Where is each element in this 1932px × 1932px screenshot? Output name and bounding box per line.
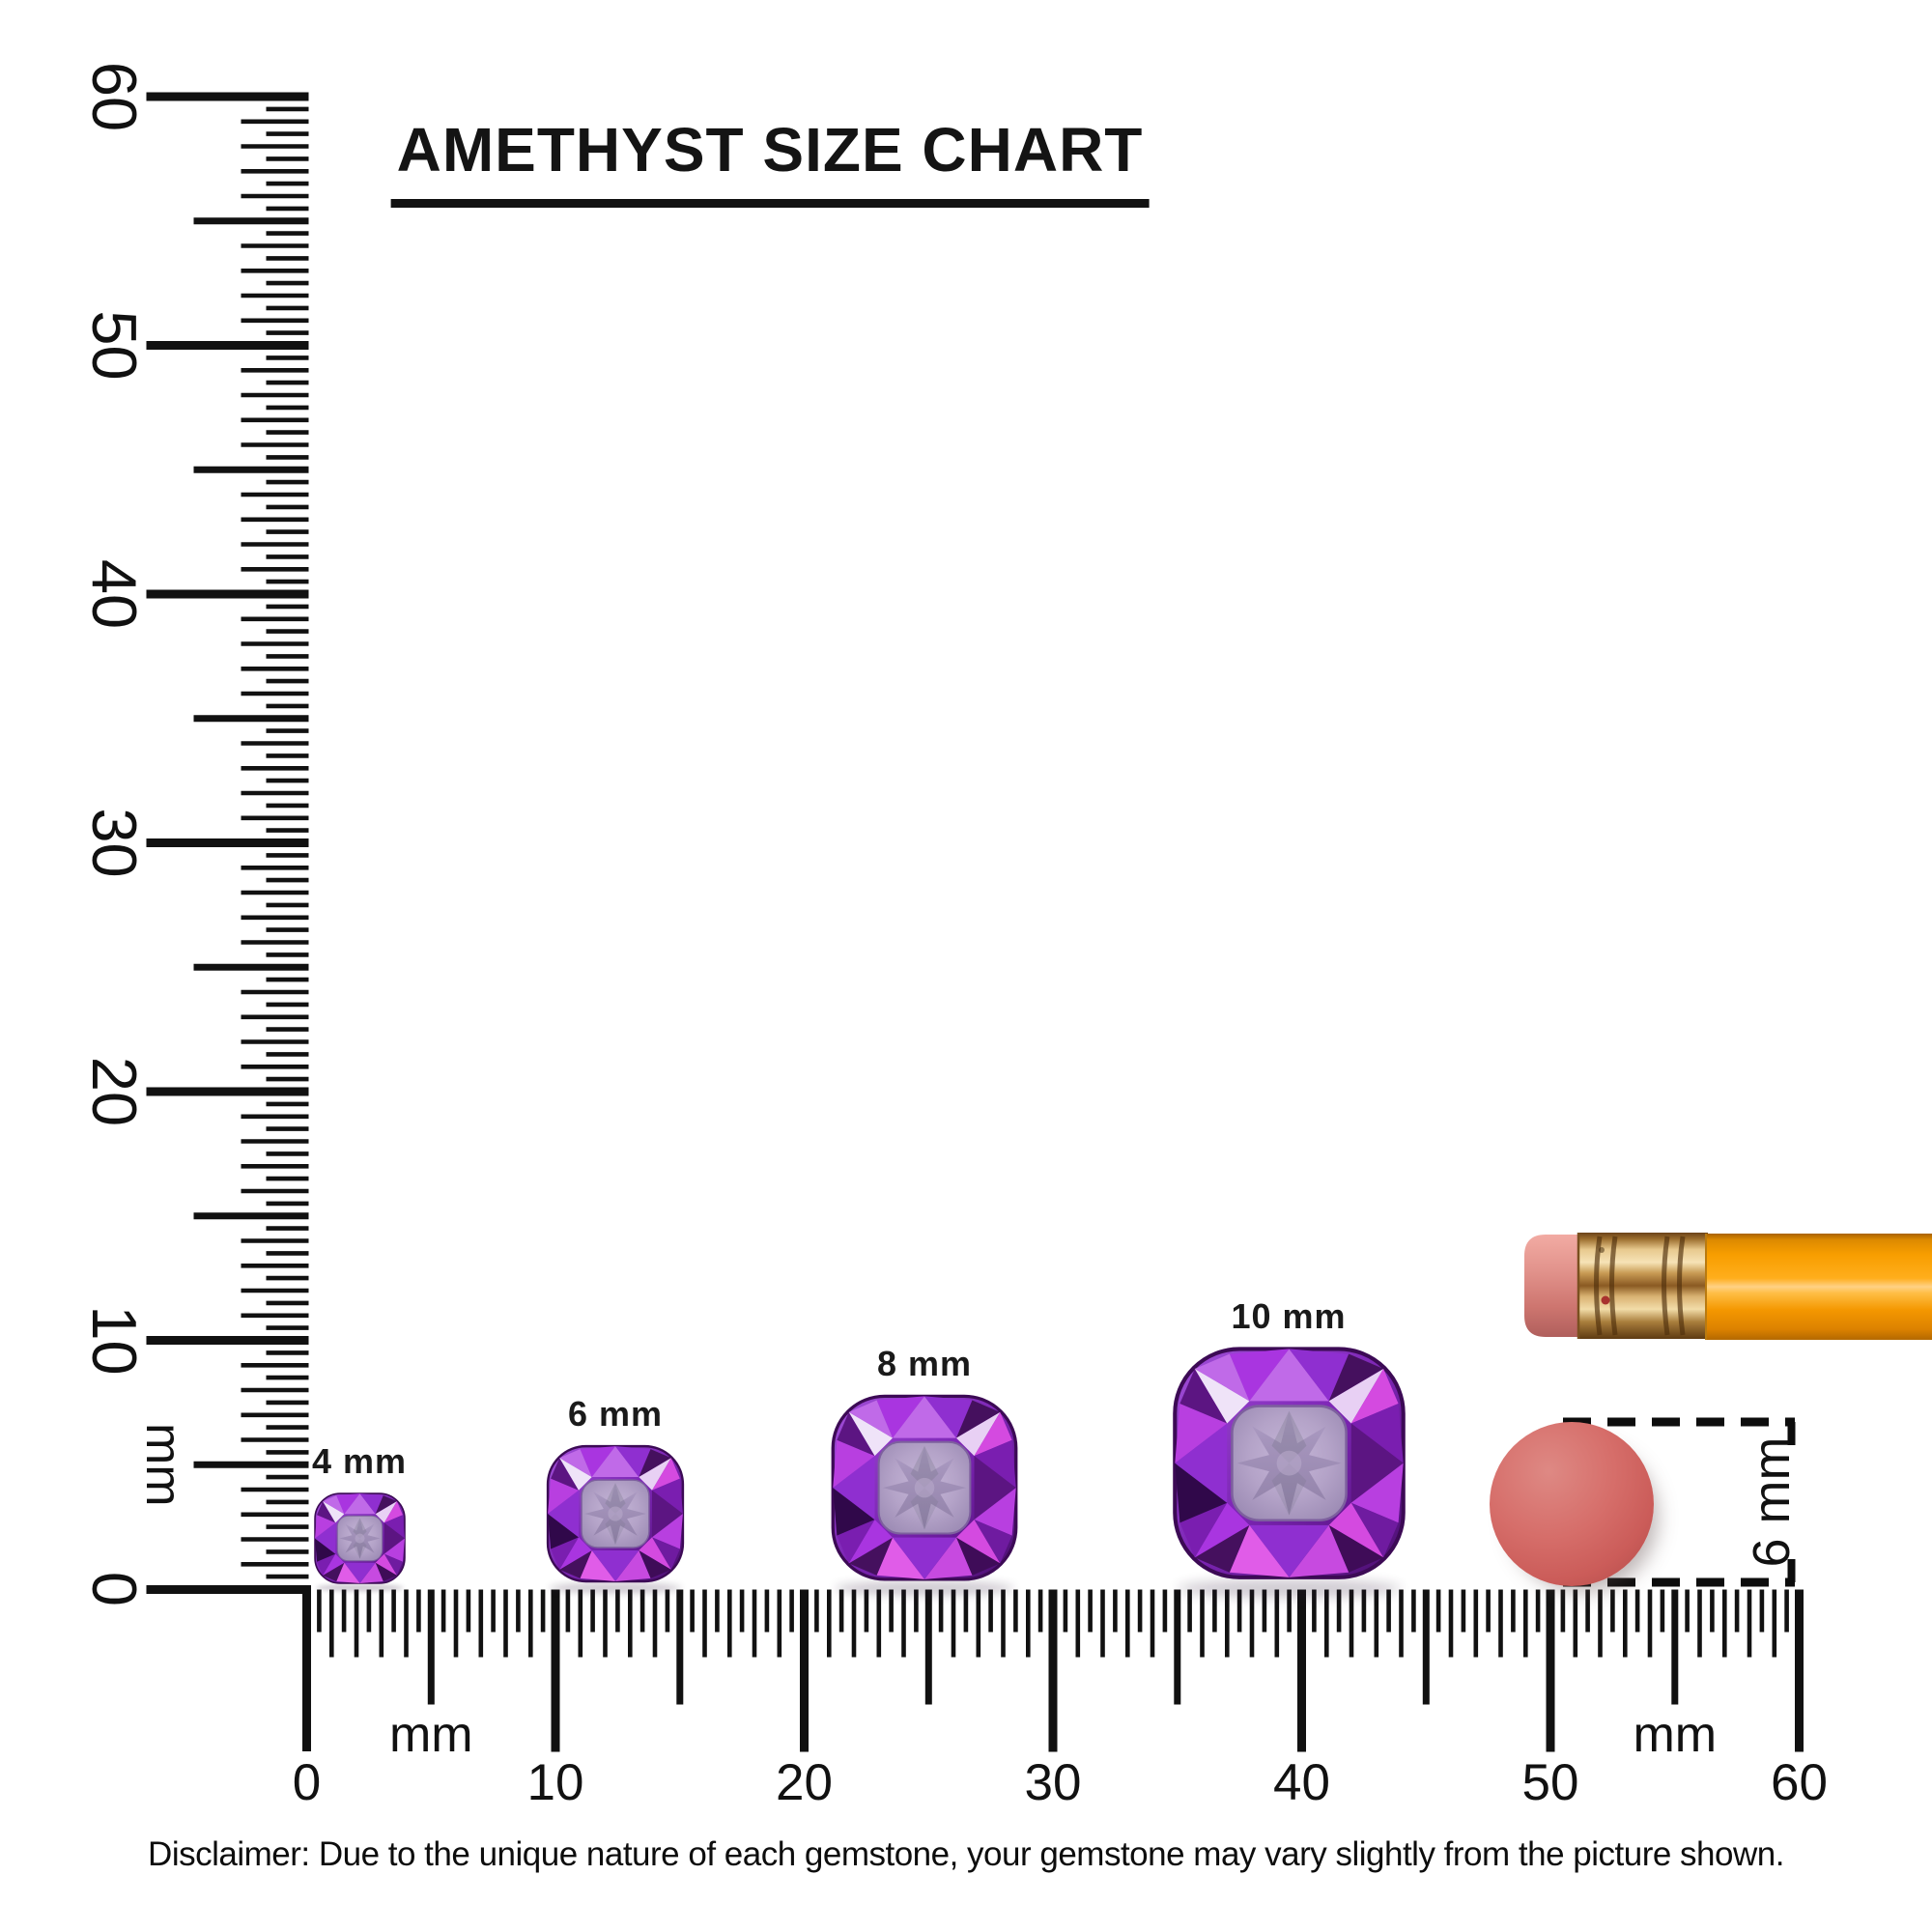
- gem-photo-6mm: [546, 1444, 685, 1594]
- measure-label: 6 mm: [1743, 1437, 1801, 1568]
- pencil-ferrule-crimps: [1594, 1236, 1686, 1336]
- gem-size-label: 4 mm: [311, 1441, 408, 1481]
- ruler-labels: 0 0 10 10 20 20 30 30 40 40 50 50 60 60 mm mm mm: [79, 62, 1828, 1811]
- v-ruler-ticks: [193, 217, 309, 1468]
- v-ruler-label: 30: [79, 808, 150, 877]
- gem-cushion: [546, 1444, 685, 1583]
- gem-shadow: [1177, 1578, 1401, 1599]
- pencil-body: [1706, 1234, 1932, 1340]
- h-ruler-ticks: [551, 1589, 1804, 1752]
- h-ruler-unit-label: mm: [1633, 1707, 1717, 1763]
- h-ruler-label: 0: [293, 1754, 321, 1811]
- ruler-ticks: [146, 92, 1804, 1752]
- gem-photo-8mm: [831, 1394, 1018, 1596]
- gem-shadow: [549, 1582, 682, 1594]
- measure-dashed-lines: [1563, 1417, 1796, 1587]
- h-ruler-label: 10: [527, 1754, 584, 1811]
- ruler-corner: [146, 1585, 311, 1751]
- h-ruler-unit-label: mm: [389, 1707, 473, 1763]
- h-ruler-label: 40: [1273, 1754, 1330, 1811]
- h-ruler-label: 20: [776, 1754, 833, 1811]
- v-ruler-label: 60: [79, 62, 150, 131]
- gem-size-label: 8 mm: [876, 1344, 973, 1384]
- gem-cushion: [831, 1394, 1018, 1581]
- h-ruler-label: 60: [1771, 1754, 1828, 1811]
- round-eraser: [1490, 1422, 1654, 1586]
- pencil-ferrule-dot: [1599, 1247, 1605, 1253]
- h-ruler-ticks: [427, 1589, 1679, 1705]
- pencil-eraser: [1524, 1235, 1580, 1337]
- h-ruler-ticks: [317, 1589, 1789, 1658]
- pencil-image: [1524, 1233, 1932, 1340]
- pencil-ferrule-rivet: [1601, 1295, 1610, 1305]
- v-ruler-label: 0: [79, 1572, 150, 1606]
- gem-size-label: 10 mm: [1231, 1296, 1347, 1337]
- gem-shadow: [835, 1580, 1014, 1596]
- disclaimer-text: Disclaimer: Due to the unique nature of …: [148, 1835, 1784, 1873]
- v-ruler-unit-label: mm: [135, 1423, 191, 1507]
- v-ruler-ticks: [146, 92, 309, 1345]
- page-title: AMETHYST SIZE CHART: [390, 114, 1150, 208]
- v-ruler-label: 10: [79, 1305, 150, 1375]
- gem-cushion: [1175, 1349, 1403, 1577]
- v-ruler-label: 20: [79, 1057, 150, 1126]
- gem-photo-4mm: [313, 1492, 406, 1592]
- h-ruler-label: 30: [1025, 1754, 1082, 1811]
- v-ruler-label: 50: [79, 310, 150, 380]
- gem-photo-10mm: [1165, 1334, 1413, 1599]
- gem-shadow: [315, 1583, 404, 1592]
- gem-size-label: 6 mm: [567, 1394, 664, 1435]
- v-ruler-label: 40: [79, 559, 150, 629]
- v-ruler-ticks: [241, 106, 309, 1579]
- gem-cushion: [313, 1492, 406, 1584]
- h-ruler-label: 50: [1522, 1754, 1579, 1811]
